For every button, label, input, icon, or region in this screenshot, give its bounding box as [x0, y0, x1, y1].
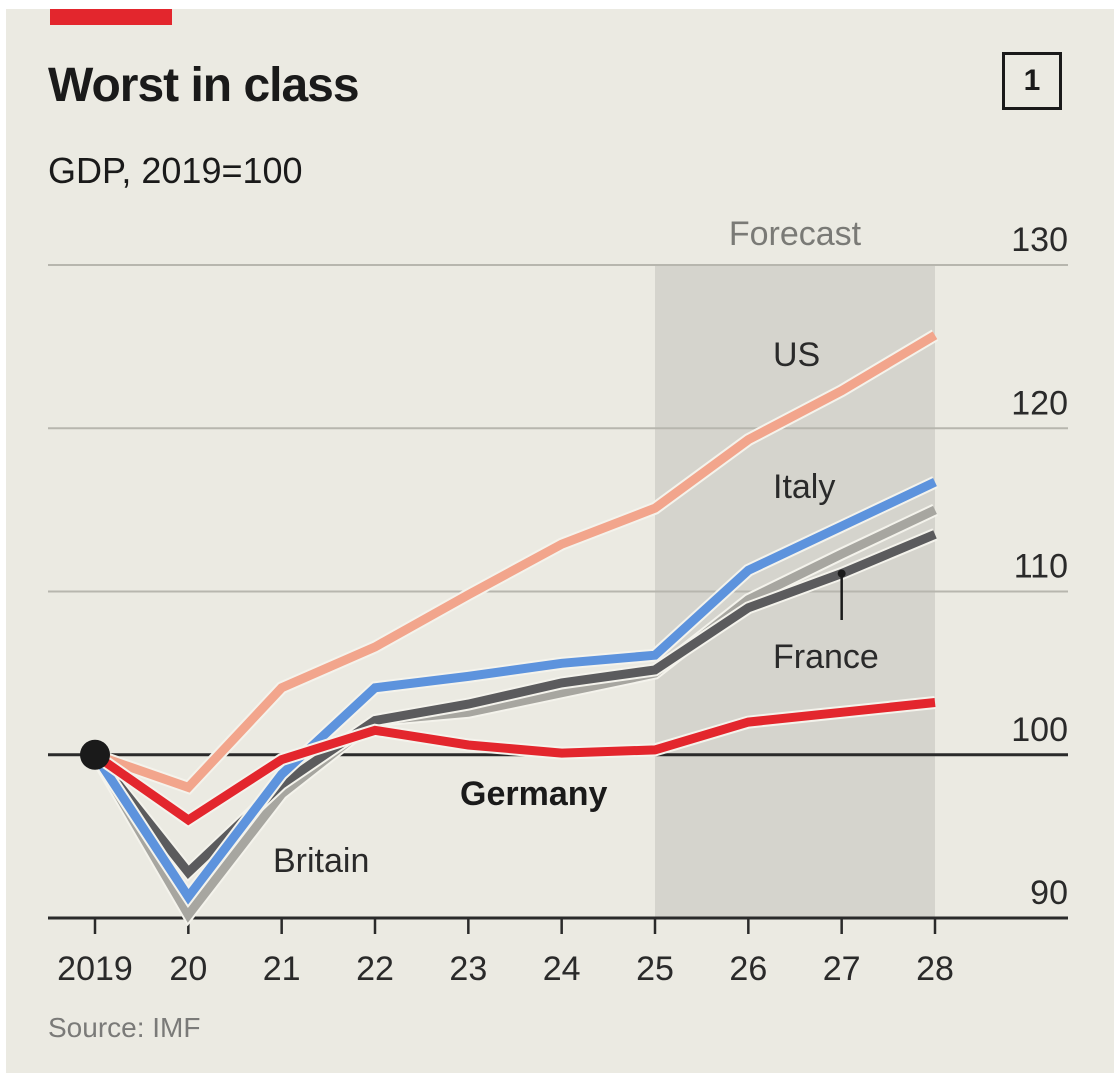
- x-tick-label-2026: 26: [729, 950, 767, 988]
- forecast-region-group: Forecast: [655, 215, 935, 918]
- series-line-germany: [92, 698, 936, 826]
- x-axis: 2019 20 21 22 23 24 25 26 27 28: [48, 916, 1068, 988]
- y-tick-label-100: 100: [1011, 711, 1068, 749]
- x-tick-label-2023: 23: [449, 950, 487, 988]
- chart-title: Worst in class: [48, 59, 360, 112]
- label-italy: Italy: [773, 468, 835, 506]
- series-lines: [48, 329, 1068, 927]
- x-tick-label-2024: 24: [543, 950, 581, 988]
- forecast-label: Forecast: [729, 215, 862, 253]
- source-note: Source: IMF: [48, 1012, 201, 1043]
- label-britain: Britain: [273, 842, 369, 880]
- y-tick-label-120: 120: [1011, 384, 1068, 422]
- annotations: US Italy France Germany Britain: [273, 336, 879, 880]
- series-line-italy: [91, 478, 937, 905]
- x-tick-label-2022: 22: [356, 950, 394, 988]
- y-tick-label-90: 90: [1030, 874, 1068, 912]
- y-tick-label-110: 110: [1014, 548, 1068, 586]
- gridlines: [48, 264, 1068, 593]
- y-axis-tick-labels: 90 100 110 120 130: [1011, 221, 1068, 912]
- x-tick-label-2021: 21: [263, 950, 301, 988]
- x-tick-label-2020: 20: [169, 950, 207, 988]
- label-germany: Germany: [460, 775, 607, 813]
- x-tick-label-2027: 27: [823, 950, 861, 988]
- france-pointer-dot: [837, 569, 846, 578]
- label-france: France: [773, 638, 879, 676]
- chart-number-badge: 1: [1002, 52, 1062, 110]
- start-point-marker: [80, 739, 110, 770]
- label-us: US: [773, 336, 820, 374]
- x-tick-label-2025: 25: [636, 950, 674, 988]
- series-line-us: [93, 331, 938, 793]
- chart-subtitle: GDP, 2019=100: [48, 150, 303, 191]
- x-tick-label-2028: 28: [916, 950, 954, 988]
- y-tick-label-130: 130: [1011, 221, 1068, 259]
- series-line-britain: [91, 505, 937, 923]
- accent-bar: [50, 9, 172, 25]
- x-tick-label-2019: 2019: [57, 950, 133, 988]
